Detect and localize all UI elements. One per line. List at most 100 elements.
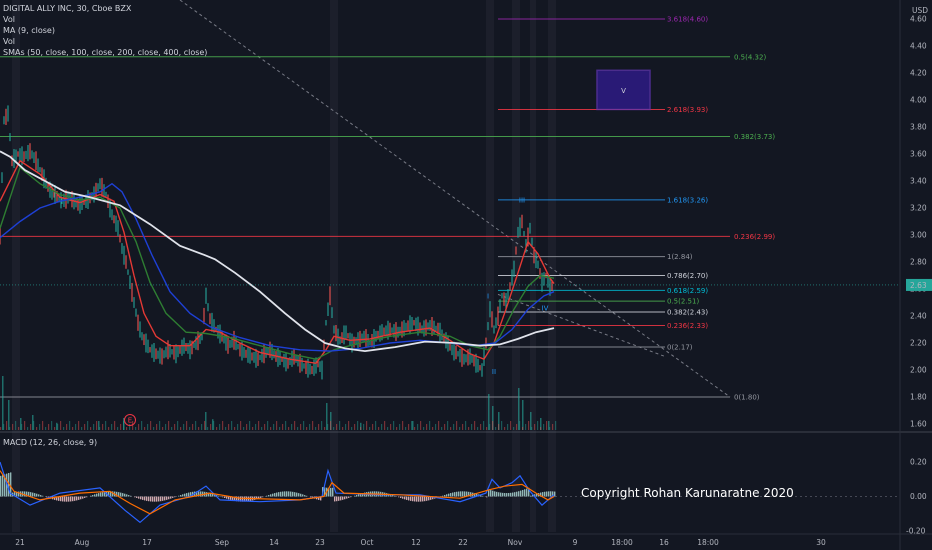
volume-tick [498, 424, 500, 430]
macd-histogram-bar [504, 493, 506, 497]
macd-histogram-bar [344, 496, 346, 500]
volume-tick [99, 427, 101, 430]
volume-tick [489, 424, 491, 430]
volume-tick [243, 427, 245, 430]
volume-tick [210, 424, 212, 430]
macd-histogram-bar [170, 496, 172, 499]
volume-bar-7 [205, 412, 207, 430]
macd-histogram-bar [496, 491, 498, 497]
volume-tick [426, 424, 428, 430]
fib-level-label-8: 0.618(2.59) [667, 287, 708, 295]
macd-histogram-bar [140, 496, 142, 500]
macd-histogram-bar [178, 495, 180, 497]
volume-tick [198, 427, 200, 430]
volume-tick [486, 427, 488, 430]
macd-histogram-bar [312, 496, 314, 499]
volume-tick [69, 421, 71, 430]
macd-histogram-bar [172, 496, 174, 498]
macd-histogram-bar [24, 491, 26, 497]
macd-histogram-bar [448, 493, 450, 497]
volume-tick [360, 427, 362, 430]
volume-tick [66, 424, 68, 430]
macd-histogram-bar [168, 496, 170, 500]
macd-histogram-bar [450, 493, 452, 497]
volume-tick [195, 421, 197, 430]
legend-smas[interactable]: SMAs (50, close, 100, close, 200, close,… [3, 48, 208, 57]
macd-histogram-bar [100, 492, 102, 497]
macd-histogram-bar [456, 491, 458, 497]
macd-histogram-bar [492, 490, 494, 497]
price-tick-label: 4.00 [910, 96, 927, 105]
volume-tick [21, 424, 23, 430]
macd-histogram-bar [346, 496, 348, 499]
macd-signal-line [0, 470, 555, 515]
macd-histogram-bar [324, 487, 326, 497]
wave-label-3: IV [542, 305, 549, 313]
macd-histogram-bar [222, 496, 224, 498]
price-tick-label: 4.20 [910, 69, 927, 78]
macd-histogram-bar [514, 492, 516, 497]
macd-histogram-bar [336, 496, 338, 502]
session-shade-2 [486, 0, 494, 532]
trendline-upper [179, 0, 731, 398]
volume-tick [177, 421, 179, 430]
legend-volume-2[interactable]: Vol [3, 37, 15, 46]
volume-tick [57, 424, 59, 430]
volume-tick [135, 427, 137, 430]
time-tick-label: 30 [816, 538, 826, 547]
macd-histogram-bar [338, 496, 340, 501]
volume-tick [15, 421, 17, 430]
macd-histogram-bar [30, 492, 32, 497]
volume-tick [300, 424, 302, 430]
fib-level-label-3: 0.382(3.73) [734, 133, 775, 141]
macd-histogram-bar [432, 496, 434, 500]
time-tick-label: Oct [361, 538, 374, 547]
fib-level-label-5: 0.236(2.99) [734, 233, 775, 241]
volume-tick [477, 427, 479, 430]
volume-tick [516, 424, 518, 430]
price-tick-label: 1.60 [910, 420, 927, 429]
time-tick-label: 14 [269, 538, 279, 547]
price-tick-label: 3.20 [910, 204, 927, 213]
macd-histogram-bar [232, 496, 234, 501]
macd-histogram-bar [394, 495, 396, 497]
volume-tick [24, 421, 26, 430]
volume-tick [144, 427, 146, 430]
legend-ma[interactable]: MA (9, close) [3, 26, 55, 35]
macd-histogram-bar [134, 496, 136, 498]
volume-tick [294, 421, 296, 430]
macd-histogram-bar [482, 495, 484, 497]
macd-legend[interactable]: MACD (12, 26, close, 9) [3, 438, 98, 447]
time-tick-label: 23 [315, 538, 325, 547]
volume-tick [267, 421, 269, 430]
volume-tick [120, 424, 122, 430]
macd-histogram-bar [118, 492, 120, 497]
macd-histogram-bar [540, 492, 542, 497]
macd-histogram-bar [414, 496, 416, 502]
macd-histogram-bar [360, 493, 362, 497]
volume-tick [186, 421, 188, 430]
macd-histogram-bar [258, 496, 260, 499]
volume-tick [192, 424, 194, 430]
volume-bar-18 [530, 412, 532, 430]
volume-tick [264, 424, 266, 430]
volume-tick [84, 424, 86, 430]
macd-histogram-bar [476, 493, 478, 497]
macd-histogram-bar [488, 489, 490, 497]
volume-tick [324, 427, 326, 430]
macd-histogram-bar [152, 496, 154, 502]
macd-histogram-bar [150, 496, 152, 502]
legend-symbol[interactable]: DIGITAL ALLY INC, 30, Cboe BZX [3, 4, 132, 13]
volume-tick [372, 424, 374, 430]
moving-average-2 [0, 182, 555, 352]
volume-tick [417, 424, 419, 430]
macd-histogram-bar [182, 494, 184, 497]
macd-histogram-bar [184, 493, 186, 497]
legend-volume[interactable]: Vol [3, 15, 15, 24]
macd-histogram-bar [196, 491, 198, 497]
macd-histogram-bar [280, 491, 282, 497]
volume-bar-12 [412, 421, 414, 430]
volume-tick [150, 421, 152, 430]
volume-tick [471, 424, 473, 430]
